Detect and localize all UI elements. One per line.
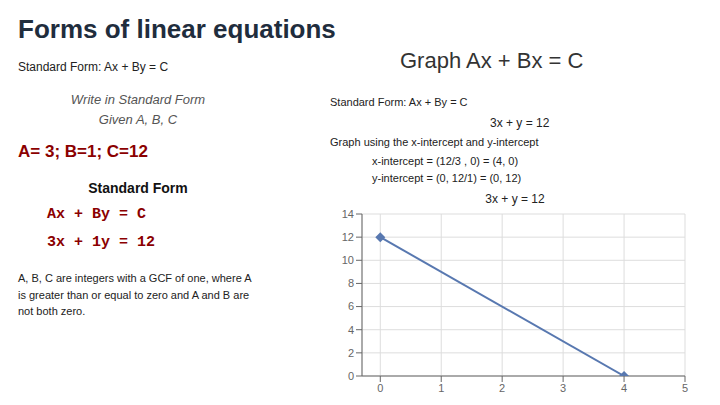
svg-text:0: 0 xyxy=(377,382,383,394)
html-text:Standard Form: Standard Form xyxy=(88,180,188,196)
svg-text:4: 4 xyxy=(348,324,354,336)
svg-text:12: 12 xyxy=(342,231,354,243)
html-text:Graph Ax + Bx = C: Graph Ax + Bx = C xyxy=(400,48,584,73)
html-text:Write in Standard Form: Write in Standard Form xyxy=(70,92,206,107)
svg-text:4: 4 xyxy=(621,382,627,394)
html-text:A= 3; B=1; C=12: A= 3; B=1; C=12 xyxy=(18,142,148,161)
svg-text:2: 2 xyxy=(348,347,354,359)
html-text:y-intercept = (0, 12/1) = (0,: y-intercept = (0, 12/1) = (0, 12) xyxy=(372,172,522,184)
html-text:Graph using the x-intercept an: Graph using the x-intercept and y-interc… xyxy=(330,136,539,148)
html-text:3x + y = 12: 3x + y = 12 xyxy=(485,192,545,206)
html-text:Standard Form: Ax + By = C: Standard Form: Ax + By = C xyxy=(18,60,169,74)
svg-text:1: 1 xyxy=(438,382,444,394)
svg-text:3: 3 xyxy=(560,382,566,394)
html-text:3x + y = 12: 3x + y = 12 xyxy=(490,116,550,130)
html-text:x-intercept = (12/3 , 0) = (4,: x-intercept = (12/3 , 0) = (4, 0) xyxy=(372,155,519,167)
svg-text:2: 2 xyxy=(499,382,505,394)
html-text:Forms of linear equations: Forms of linear equations xyxy=(18,14,336,44)
svg-text:0: 0 xyxy=(348,370,354,382)
html-text:Ax + By = C: Ax + By = C xyxy=(47,206,146,223)
html-text:3x + 1y = 12: 3x + 1y = 12 xyxy=(47,234,155,251)
html-text:Standard Form: Ax + By = C: Standard Form: Ax + By = C xyxy=(330,96,468,108)
html-text:A, B, C are integers with a GC: A, B, C are integers with a GCF of one, … xyxy=(18,272,252,317)
svg-text:14: 14 xyxy=(342,208,354,220)
svg-text:10: 10 xyxy=(342,254,354,266)
svg-text:5: 5 xyxy=(682,382,688,394)
svg-text:8: 8 xyxy=(348,277,354,289)
svg-text:6: 6 xyxy=(348,300,354,312)
html-text:Given A, B, C: Given A, B, C xyxy=(98,112,178,127)
